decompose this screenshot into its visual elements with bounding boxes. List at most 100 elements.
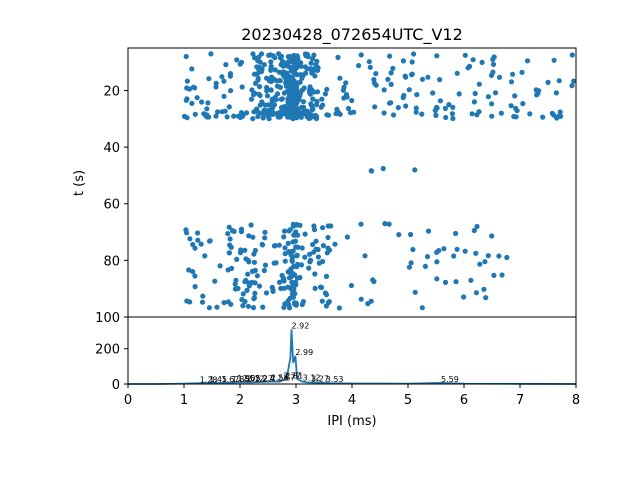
scatter-point <box>315 67 321 73</box>
scatter-point <box>453 230 459 237</box>
scatter-point <box>259 242 266 248</box>
scatter-point <box>259 99 265 105</box>
scatter-point <box>373 71 379 77</box>
scatter-point <box>473 290 479 296</box>
scatter-point <box>406 87 412 93</box>
scatter-point <box>256 283 263 289</box>
histogram-x-tick-label: 8 <box>572 393 580 408</box>
scatter-point <box>221 300 227 306</box>
scatter-point <box>302 231 308 237</box>
scatter-point <box>256 54 262 60</box>
scatter-point <box>419 76 426 82</box>
peak-label: 3.53 <box>326 375 344 384</box>
scatter-y-tick-label: 100 <box>95 311 120 326</box>
scatter-point <box>280 63 286 69</box>
scatter-point <box>372 104 378 110</box>
scatter-point <box>385 76 391 82</box>
scatter-point <box>322 290 328 296</box>
scatter-point <box>454 246 460 252</box>
scatter-point <box>199 99 205 105</box>
peak-label: 2.55 <box>271 374 289 383</box>
scatter-point <box>293 244 299 250</box>
scatter-point <box>269 284 275 290</box>
scatter-point <box>292 300 298 306</box>
scatter-point <box>319 96 325 102</box>
scatter-point <box>408 231 414 238</box>
scatter-point <box>318 284 325 291</box>
scatter-point <box>492 90 499 96</box>
scatter-point <box>277 109 283 116</box>
scatter-point <box>450 104 456 110</box>
scatter-point <box>489 101 495 107</box>
scatter-point <box>242 279 248 285</box>
scatter-point <box>443 114 449 121</box>
scatter-point <box>212 278 218 284</box>
scatter-point <box>319 298 325 304</box>
scatter-y-ticks: 20 40 60 80 100 <box>95 84 128 326</box>
scatter-point <box>245 303 251 309</box>
scatter-point <box>425 74 431 80</box>
scatter-point <box>289 254 296 260</box>
peak-label: 1.28 <box>200 375 218 384</box>
scatter-point <box>192 111 198 117</box>
scatter-point <box>303 53 309 59</box>
scatter-point <box>386 221 392 227</box>
scatter-point <box>557 109 563 115</box>
scatter-point <box>279 96 285 102</box>
scatter-point <box>300 99 307 105</box>
scatter-point <box>313 62 319 68</box>
peak-label: 3.12 <box>303 373 321 382</box>
scatter-point <box>227 242 233 248</box>
scatter-point <box>288 270 294 276</box>
scatter-point <box>186 86 193 92</box>
scatter-point <box>222 108 228 114</box>
scatter-point <box>276 279 283 285</box>
scatter-point <box>256 91 262 97</box>
scatter-point <box>490 61 497 67</box>
histogram-x-label: IPI (ms) <box>327 414 376 429</box>
scatter-point <box>207 238 213 244</box>
histogram-y-tick-label: 0 <box>112 378 120 393</box>
scatter-point <box>388 100 394 106</box>
scatter-point <box>226 224 232 230</box>
scatter-point <box>291 109 297 115</box>
scatter-point <box>272 67 278 73</box>
scatter-point <box>308 60 314 66</box>
scatter-point <box>246 233 252 239</box>
scatter-point <box>237 61 243 67</box>
scatter-point <box>266 52 272 58</box>
scatter-point <box>333 111 339 117</box>
scatter-point <box>436 248 442 254</box>
scatter-point <box>205 100 211 106</box>
scatter-point <box>481 286 487 292</box>
scatter-point <box>186 267 192 273</box>
scatter-point <box>269 96 275 102</box>
scatter-point <box>468 277 474 283</box>
scatter-point <box>286 305 293 311</box>
peak-label: 2.92 <box>292 321 310 330</box>
scatter-point <box>312 271 318 277</box>
scatter-point <box>434 276 440 282</box>
scatter-point <box>190 269 196 275</box>
scatter-point <box>194 95 200 101</box>
scatter-point <box>281 234 287 240</box>
scatter-point <box>204 112 210 118</box>
scatter-point <box>262 102 268 108</box>
scatter-point <box>437 98 443 104</box>
scatter-point <box>462 248 468 254</box>
scatter-point <box>409 72 415 78</box>
scatter-y-tick-label: 40 <box>103 141 120 156</box>
scatter-point <box>320 102 326 108</box>
scatter-point <box>276 78 283 84</box>
scatter-point <box>437 77 443 83</box>
chart-title: 20230428_072654UTC_V12 <box>241 25 463 45</box>
peak-label: 2.4 <box>262 374 275 383</box>
scatter-point <box>251 295 257 301</box>
scatter-point <box>262 229 268 235</box>
scatter-point <box>498 110 504 116</box>
scatter-point <box>244 287 250 293</box>
scatter-point <box>297 92 303 99</box>
scatter-point <box>409 59 415 65</box>
scatter-point <box>403 103 409 109</box>
scatter-point <box>251 259 257 265</box>
